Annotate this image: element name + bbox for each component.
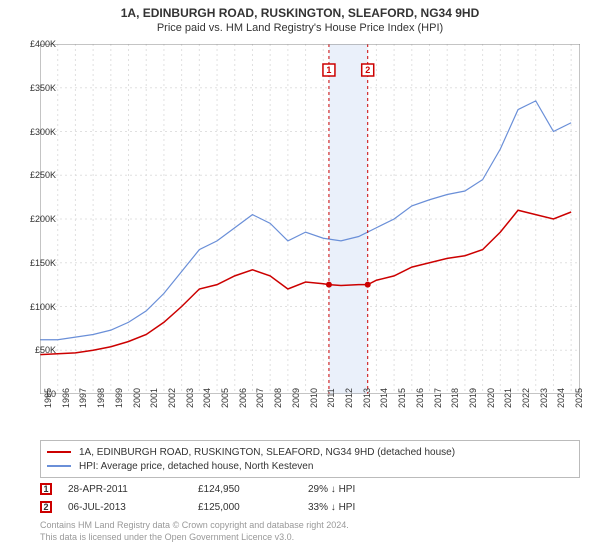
y-tick-label: £100K (30, 302, 56, 312)
x-tick-label: 2000 (132, 388, 142, 408)
y-tick-label: £350K (30, 83, 56, 93)
chart-title: 1A, EDINBURGH ROAD, RUSKINGTON, SLEAFORD… (0, 0, 600, 20)
x-tick-label: 2008 (273, 388, 283, 408)
legend: 1A, EDINBURGH ROAD, RUSKINGTON, SLEAFORD… (40, 440, 580, 478)
legend-swatch (47, 465, 71, 467)
y-tick-label: £400K (30, 39, 56, 49)
x-tick-label: 2020 (486, 388, 496, 408)
x-tick-label: 2018 (450, 388, 460, 408)
chart-plot: 12 (40, 44, 580, 394)
footer-line: This data is licensed under the Open Gov… (40, 532, 349, 544)
transaction-date: 06-JUL-2013 (68, 502, 198, 513)
chart-subtitle: Price paid vs. HM Land Registry's House … (0, 20, 600, 34)
x-tick-label: 2012 (344, 388, 354, 408)
x-tick-label: 2004 (202, 388, 212, 408)
x-tick-label: 2006 (238, 388, 248, 408)
x-tick-label: 2025 (574, 388, 584, 408)
y-tick-label: £300K (30, 127, 56, 137)
footer-line: Contains HM Land Registry data © Crown c… (40, 520, 349, 532)
x-tick-label: 2013 (362, 388, 372, 408)
y-tick-label: £150K (30, 258, 56, 268)
legend-label: 1A, EDINBURGH ROAD, RUSKINGTON, SLEAFORD… (79, 447, 455, 458)
x-tick-label: 2015 (397, 388, 407, 408)
transaction-hpi: 29% ↓ HPI (308, 484, 418, 495)
x-tick-label: 2024 (556, 388, 566, 408)
transaction-list: 1 28-APR-2011 £124,950 29% ↓ HPI 2 06-JU… (40, 480, 580, 516)
transaction-row: 2 06-JUL-2013 £125,000 33% ↓ HPI (40, 498, 580, 516)
x-tick-label: 2005 (220, 388, 230, 408)
svg-text:2: 2 (365, 65, 370, 75)
x-tick-label: 2021 (503, 388, 513, 408)
x-tick-label: 2016 (415, 388, 425, 408)
transaction-row: 1 28-APR-2011 £124,950 29% ↓ HPI (40, 480, 580, 498)
x-tick-label: 2011 (326, 388, 336, 407)
marker-box: 2 (40, 501, 52, 513)
x-tick-label: 1996 (61, 388, 71, 408)
transaction-hpi: 33% ↓ HPI (308, 502, 418, 513)
x-tick-label: 2001 (149, 388, 159, 408)
x-tick-label: 2010 (309, 388, 319, 408)
x-tick-label: 2014 (379, 388, 389, 408)
x-tick-label: 2022 (521, 388, 531, 408)
y-tick-label: £250K (30, 170, 56, 180)
x-tick-label: 2007 (255, 388, 265, 408)
y-tick-label: £50K (35, 345, 56, 355)
svg-text:1: 1 (326, 65, 331, 75)
legend-item: 1A, EDINBURGH ROAD, RUSKINGTON, SLEAFORD… (47, 445, 573, 459)
x-tick-label: 1999 (114, 388, 124, 408)
x-tick-label: 1998 (96, 388, 106, 408)
legend-item: HPI: Average price, detached house, Nort… (47, 459, 573, 473)
transaction-price: £125,000 (198, 502, 308, 513)
x-tick-label: 2009 (291, 388, 301, 408)
x-tick-label: 2003 (185, 388, 195, 408)
footer: Contains HM Land Registry data © Crown c… (40, 520, 349, 543)
legend-swatch (47, 451, 71, 453)
x-tick-label: 2023 (539, 388, 549, 408)
legend-label: HPI: Average price, detached house, Nort… (79, 461, 313, 472)
transaction-price: £124,950 (198, 484, 308, 495)
y-tick-label: £200K (30, 214, 56, 224)
x-tick-label: 1997 (78, 388, 88, 408)
x-tick-label: 2017 (433, 388, 443, 408)
transaction-date: 28-APR-2011 (68, 484, 198, 495)
x-tick-label: 2019 (468, 388, 478, 408)
x-tick-label: 1995 (43, 388, 53, 408)
marker-box: 1 (40, 483, 52, 495)
x-tick-label: 2002 (167, 388, 177, 408)
